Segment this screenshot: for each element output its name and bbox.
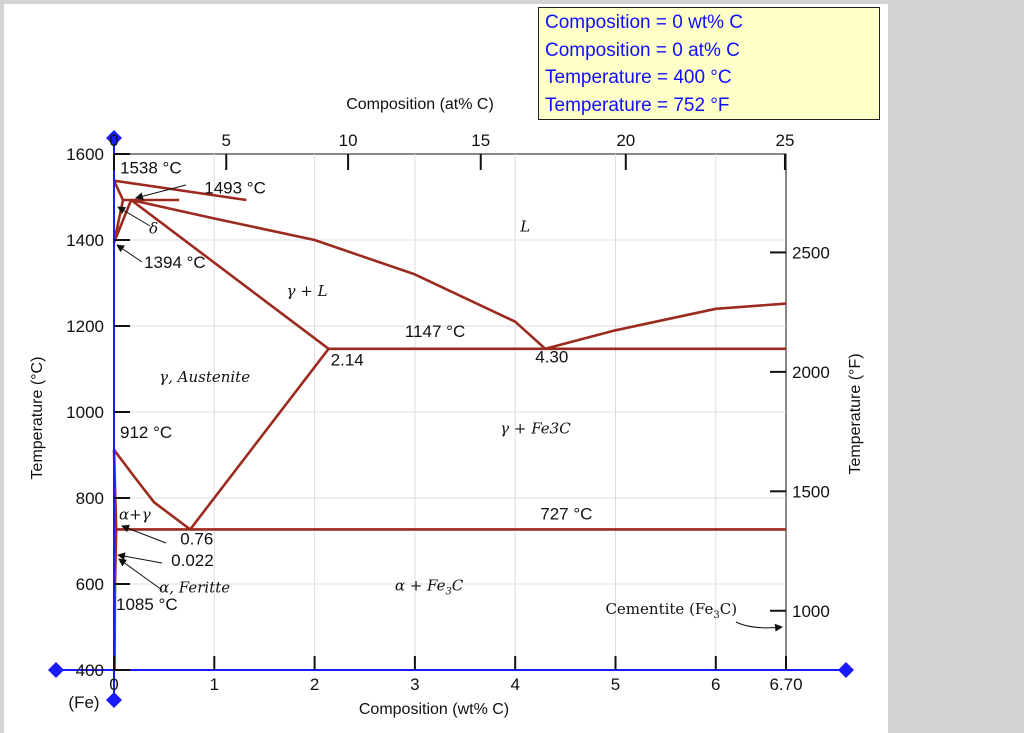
annotation-912: 912 °C (120, 423, 172, 442)
origin-label-fe: (Fe) (68, 693, 99, 712)
axes (48, 130, 854, 708)
x-tick-label: 2 (310, 675, 319, 694)
y-tick-label: 800 (76, 489, 104, 508)
annotation-4-30: 4.30 (535, 348, 568, 367)
y-axis-bottom-handle (106, 692, 122, 708)
y-tick-label: 1200 (66, 317, 104, 336)
annotation-1493: 1493 °C (204, 179, 266, 198)
annotation-1538: 1538 °C (120, 158, 182, 177)
top-axis-title: Composition (at% C) (346, 96, 494, 113)
x-tick-label: 5 (611, 675, 620, 694)
x-tick-label: 4 (510, 675, 519, 694)
x-tick-label: 3 (410, 675, 419, 694)
top-tick-label: 20 (616, 131, 635, 150)
top-tick-label: 10 (339, 131, 358, 150)
annotation-0-76: 0.76 (180, 529, 213, 548)
readout-wt-composition: Composition = 0 wt% C (545, 12, 743, 33)
x-tick-label: 1 (210, 675, 219, 694)
top-tick-label: 25 (776, 131, 795, 150)
phase-cementite: Cementite (Fe3C) (605, 600, 737, 621)
phase-boundary-4 (130, 198, 330, 350)
arrow-delta (117, 206, 151, 227)
top-tick-label: 5 (222, 131, 231, 150)
arrow-1394 (116, 244, 143, 263)
x-axis-title: Composition (wt% C) (359, 701, 509, 718)
phase-boundary-9 (112, 449, 191, 531)
right-tick-label: 1000 (792, 602, 830, 621)
y-tick-label: 1600 (66, 145, 104, 164)
phase-boundary-0 (113, 179, 247, 202)
phase-alpha-gamma: α+γ (119, 506, 151, 524)
phase-liquid: L (519, 217, 530, 235)
phase-gamma-fe3c: γ + Fe3C (500, 420, 571, 438)
phase-boundary-7 (544, 302, 787, 351)
arrow-1493 (135, 184, 187, 201)
annotation-1394: 1394 °C (144, 253, 206, 272)
arrow-ferrite (118, 558, 163, 591)
right-tick-label: 1500 (792, 482, 830, 501)
right-tick-label: 2000 (792, 363, 830, 382)
top-tick-label: 15 (471, 131, 490, 150)
cursor-readout-panel: Composition = 0 wt% C Composition = 0 at… (538, 7, 880, 120)
x-tick-label: 0 (109, 675, 118, 694)
phase-delta: δ (149, 220, 158, 238)
x-axis-left-handle (48, 662, 64, 678)
arrow-cementite (735, 621, 783, 632)
x-axis-right-handle (838, 662, 854, 678)
x-tick-label: 6.70 (769, 675, 802, 694)
top-tick-label: 0 (109, 131, 118, 150)
readout-temp-celsius: Temperature = 400 °C (545, 67, 732, 88)
annotation-1085: 1085 °C (116, 595, 178, 614)
arrow-0022 (117, 552, 163, 564)
phase-boundary-5 (130, 198, 547, 350)
y-tick-label: 1000 (66, 403, 104, 422)
phase-austenite: γ, Austenite (159, 368, 250, 386)
phase-boundary-2 (112, 180, 125, 243)
y-axis-title: Temperature (°C) (29, 357, 46, 480)
annotation-0-022: 0.022 (171, 551, 214, 570)
annotation-727: 727 °C (540, 505, 592, 524)
right-tick-label: 2500 (792, 243, 830, 262)
y-tick-label: 400 (76, 661, 104, 680)
phase-alpha-fe3c: α + Fe3C (395, 576, 464, 597)
phase-gamma-liquid: γ + L (287, 282, 328, 300)
y-tick-label: 1400 (66, 231, 104, 250)
right-axis-title: Temperature (°F) (847, 353, 864, 474)
y-axis-top-handle (106, 130, 122, 146)
x-tick-label: 6 (711, 675, 720, 694)
readout-at-composition: Composition = 0 at% C (545, 39, 740, 61)
arrow-076 (121, 524, 167, 544)
diagram-canvas (4, 4, 888, 733)
y-tick-label: 600 (76, 575, 104, 594)
readout-temp-fahrenheit: Temperature = 752 °F (545, 94, 730, 116)
annotation-2-14: 2.14 (331, 351, 364, 370)
phase-boundary-8 (189, 348, 330, 531)
phase-boundaries (112, 179, 787, 671)
phase-boundary-3 (112, 199, 133, 244)
phase-ferrite: α, Feritte (159, 579, 230, 597)
annotation-1147: 1147 °C (405, 322, 465, 341)
